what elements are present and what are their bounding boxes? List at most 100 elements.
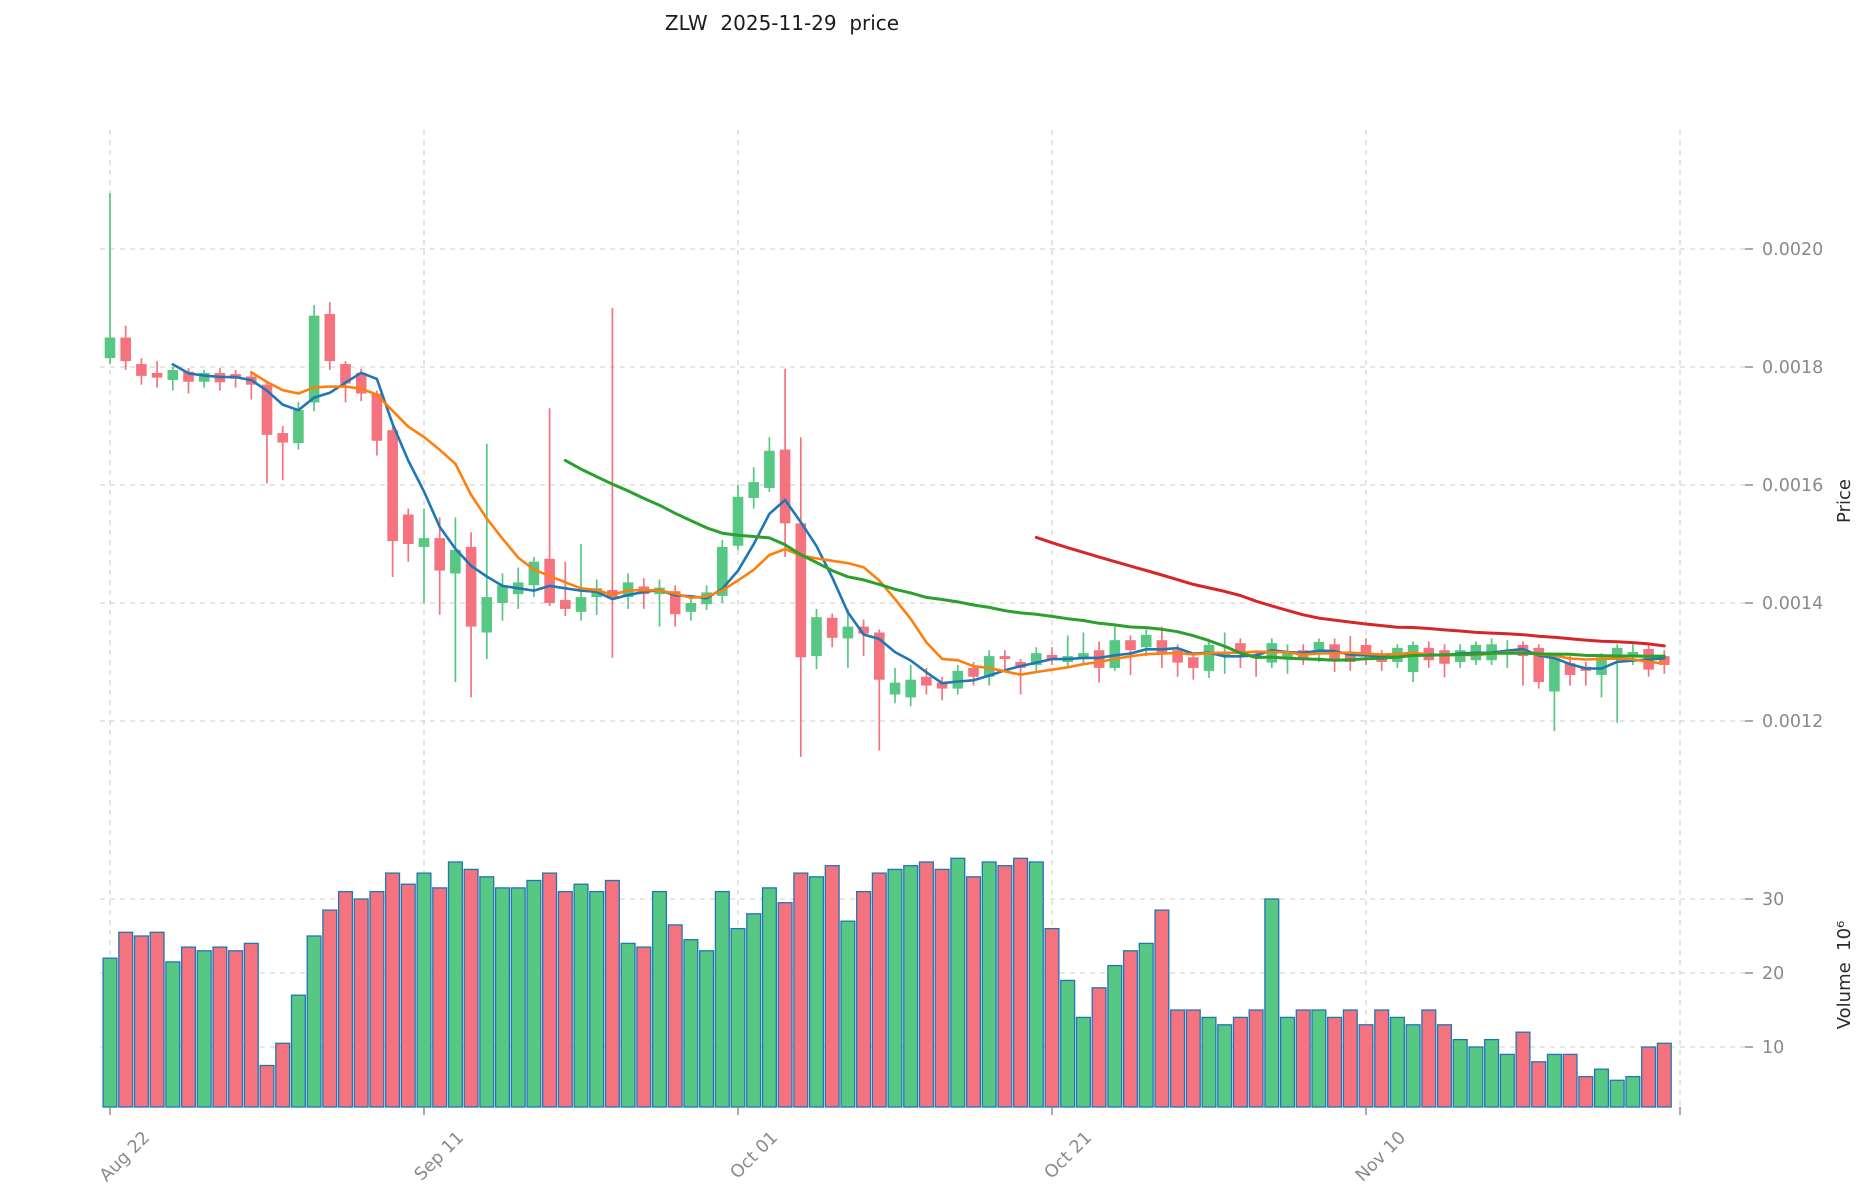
volume-bar xyxy=(730,927,746,1108)
volume-bar xyxy=(1531,1061,1547,1108)
candle-body xyxy=(1345,651,1356,662)
volume-bar xyxy=(542,872,558,1108)
volume-bar xyxy=(1295,1009,1311,1108)
volume-bar xyxy=(746,913,762,1108)
candle-body xyxy=(575,597,587,612)
volume-bar xyxy=(777,902,793,1108)
candle-body xyxy=(1533,647,1544,683)
volume-bar xyxy=(950,857,966,1108)
volume-bar xyxy=(918,861,934,1108)
volume-tick-label: 30 xyxy=(1762,890,1784,910)
volume-bar xyxy=(808,876,825,1108)
volume-bar xyxy=(180,946,197,1108)
candle-body xyxy=(340,364,351,384)
volume-bar xyxy=(1201,1016,1217,1108)
volume-bar xyxy=(903,865,919,1108)
candle-body xyxy=(1156,640,1168,654)
candle-body xyxy=(136,364,147,376)
volume-bar xyxy=(353,898,369,1108)
volume-bar xyxy=(1044,927,1060,1108)
x-tick-label: Nov 10 xyxy=(1352,1128,1410,1186)
candle-body xyxy=(999,656,1011,660)
volume-bar xyxy=(1013,857,1029,1108)
candle-body xyxy=(183,371,194,382)
candle-body xyxy=(1360,644,1372,657)
volume-bar xyxy=(243,942,259,1108)
volume-bar xyxy=(1609,1079,1625,1108)
volume-bar xyxy=(432,887,448,1108)
candle-body xyxy=(779,449,791,524)
candle-body xyxy=(387,430,398,542)
candle-body xyxy=(434,538,445,571)
candle-body xyxy=(685,603,697,612)
candle-body xyxy=(293,410,304,444)
volume-bar xyxy=(228,950,244,1108)
volume-bar xyxy=(871,872,887,1108)
volume-bar xyxy=(997,865,1013,1108)
volume-bar xyxy=(1264,898,1280,1108)
volume-bar xyxy=(510,887,526,1108)
candles-layer xyxy=(104,192,1670,757)
price-tick-label: 0.0016 xyxy=(1762,476,1823,496)
volume-bar xyxy=(1185,1009,1201,1108)
volume-bar xyxy=(636,946,652,1108)
price-tick-label: 0.0020 xyxy=(1762,240,1823,260)
candle-body xyxy=(842,626,854,639)
volume-bar xyxy=(824,865,840,1108)
candle-body xyxy=(826,617,838,638)
candle-body xyxy=(1549,657,1560,692)
price-tick-label: 0.0018 xyxy=(1762,358,1823,378)
candle-body xyxy=(1140,634,1152,648)
candle-body xyxy=(277,433,288,443)
candle-body xyxy=(905,679,916,698)
volume-bar xyxy=(1484,1038,1500,1108)
volume-bar xyxy=(1154,909,1170,1108)
candle-body xyxy=(371,393,383,441)
candle-body xyxy=(1235,643,1246,654)
candle-body xyxy=(936,682,948,689)
volume-bar xyxy=(1075,1016,1091,1108)
volume-axis-title: Volume 10⁶ xyxy=(1834,921,1855,1030)
x-tick-label: Sep 11 xyxy=(411,1128,468,1185)
volume-bar xyxy=(1656,1042,1672,1108)
candle-body xyxy=(811,617,822,657)
volume-bar xyxy=(1311,1009,1327,1108)
candle-body xyxy=(465,546,477,627)
candle-body xyxy=(968,667,979,677)
volume-bar xyxy=(102,957,118,1108)
volume-bar xyxy=(699,950,715,1108)
candle-body xyxy=(481,597,493,633)
candle-body xyxy=(528,561,540,586)
volume-bar xyxy=(1358,1024,1374,1108)
volume-bar xyxy=(667,924,683,1108)
volume-bar xyxy=(369,890,385,1108)
candle-body xyxy=(120,337,131,362)
volume-bar xyxy=(118,931,134,1108)
candle-body xyxy=(497,585,508,603)
candle-body xyxy=(1125,640,1136,651)
volume-bar xyxy=(714,890,730,1108)
candle-body xyxy=(308,315,320,403)
candle-body xyxy=(324,313,336,362)
candle-body xyxy=(748,482,759,498)
volume-bar xyxy=(133,935,149,1108)
volume-bar xyxy=(887,868,903,1108)
volume-bar xyxy=(416,872,432,1108)
x-tick-label: Oct 01 xyxy=(727,1128,782,1183)
volume-bar xyxy=(1342,1009,1358,1108)
candle-body xyxy=(1078,653,1089,660)
volume-bar xyxy=(1468,1046,1484,1108)
candle-body xyxy=(669,591,681,615)
candle-body xyxy=(198,372,210,382)
candle-body xyxy=(764,450,775,488)
volume-bar xyxy=(212,946,228,1108)
ma-30-line xyxy=(563,458,1666,662)
x-tick-label: Oct 21 xyxy=(1041,1128,1096,1183)
ma-60-line xyxy=(1034,535,1666,648)
candle-body xyxy=(858,626,869,634)
volume-bar xyxy=(1499,1053,1515,1108)
volume-bar xyxy=(793,872,809,1108)
volume-bar xyxy=(573,883,589,1108)
candle-body xyxy=(1188,657,1199,668)
